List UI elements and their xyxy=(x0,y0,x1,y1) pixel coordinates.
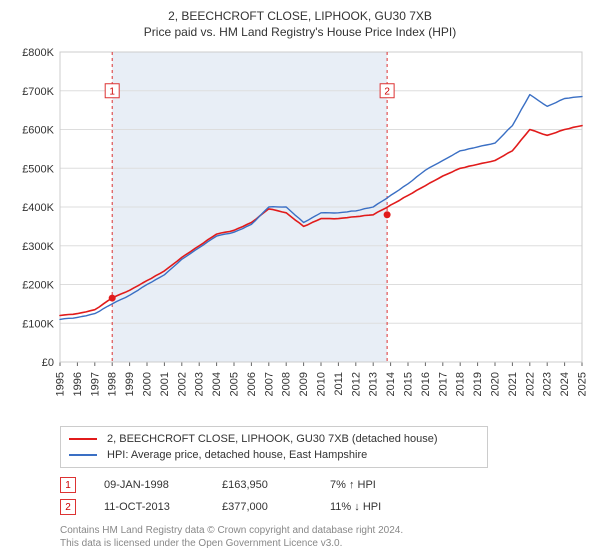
svg-text:2014: 2014 xyxy=(385,372,397,396)
chart-svg: £0 £100K £200K £300K £400K £500K £600K £700K £80… xyxy=(10,42,590,422)
svg-text:2025: 2025 xyxy=(577,372,589,396)
svg-text:2005: 2005 xyxy=(229,372,241,396)
annotation-row: 1 09-JAN-1998 £163,950 7% ↑ HPI xyxy=(60,474,590,496)
svg-text:2016: 2016 xyxy=(420,372,432,396)
arrow-down-icon: ↓ xyxy=(354,501,360,513)
annotations-table: 1 09-JAN-1998 £163,950 7% ↑ HPI 2 11-OCT… xyxy=(60,474,590,518)
svg-text:1996: 1996 xyxy=(72,372,84,396)
svg-text:2008: 2008 xyxy=(281,372,293,396)
legend-label: HPI: Average price, detached house, East… xyxy=(107,449,367,461)
svg-text:2013: 2013 xyxy=(368,372,380,396)
title-line-2: Price paid vs. HM Land Registry's House … xyxy=(10,24,590,40)
svg-text:2003: 2003 xyxy=(194,372,206,396)
svg-text:2: 2 xyxy=(384,87,390,98)
legend-row: 2, BEECHCROFT CLOSE, LIPHOOK, GU30 7XB (… xyxy=(69,431,479,447)
svg-text:2000: 2000 xyxy=(142,372,154,396)
svg-text:2004: 2004 xyxy=(211,372,223,396)
svg-text:2012: 2012 xyxy=(350,372,362,396)
svg-text:2006: 2006 xyxy=(246,372,258,396)
svg-text:1995: 1995 xyxy=(55,372,67,396)
annotation-price: £163,950 xyxy=(222,479,302,491)
svg-text:£0: £0 xyxy=(42,357,54,369)
svg-text:2024: 2024 xyxy=(559,372,571,396)
svg-text:2015: 2015 xyxy=(403,372,415,396)
svg-text:2023: 2023 xyxy=(542,372,554,396)
svg-text:1998: 1998 xyxy=(107,372,119,396)
legend: 2, BEECHCROFT CLOSE, LIPHOOK, GU30 7XB (… xyxy=(60,426,488,468)
svg-text:£100K: £100K xyxy=(22,319,54,331)
svg-text:2019: 2019 xyxy=(472,372,484,396)
chart-title-block: 2, BEECHCROFT CLOSE, LIPHOOK, GU30 7XB P… xyxy=(10,8,590,40)
svg-text:2017: 2017 xyxy=(437,372,449,396)
legend-swatch-red xyxy=(69,438,97,440)
svg-text:£500K: £500K xyxy=(22,164,54,176)
legend-swatch-blue xyxy=(69,454,97,456)
svg-text:£200K: £200K xyxy=(22,280,54,292)
arrow-up-icon: ↑ xyxy=(349,479,355,491)
footer: Contains HM Land Registry data © Crown c… xyxy=(60,524,590,550)
title-line-1: 2, BEECHCROFT CLOSE, LIPHOOK, GU30 7XB xyxy=(10,8,590,24)
svg-text:2021: 2021 xyxy=(507,372,519,396)
annotation-row: 2 11-OCT-2013 £377,000 11% ↓ HPI xyxy=(60,496,590,518)
annotation-price: £377,000 xyxy=(222,501,302,513)
svg-text:1997: 1997 xyxy=(89,372,101,396)
svg-text:2018: 2018 xyxy=(455,372,467,396)
chart: £0 £100K £200K £300K £400K £500K £600K £700K £80… xyxy=(10,42,590,422)
svg-text:£800K: £800K xyxy=(22,47,54,59)
svg-text:2001: 2001 xyxy=(159,372,171,396)
footer-line-2: This data is licensed under the Open Gov… xyxy=(60,537,590,550)
svg-text:£400K: £400K xyxy=(22,202,54,214)
svg-text:1: 1 xyxy=(109,87,115,98)
annotation-marker: 1 xyxy=(60,477,76,493)
svg-text:2002: 2002 xyxy=(176,372,188,396)
svg-text:£600K: £600K xyxy=(22,125,54,137)
svg-text:2009: 2009 xyxy=(298,372,310,396)
svg-text:2010: 2010 xyxy=(316,372,328,396)
svg-text:2020: 2020 xyxy=(490,372,502,396)
annotation-date: 09-JAN-1998 xyxy=(104,479,194,491)
svg-text:2007: 2007 xyxy=(263,372,275,396)
legend-label: 2, BEECHCROFT CLOSE, LIPHOOK, GU30 7XB (… xyxy=(107,433,438,445)
legend-row: HPI: Average price, detached house, East… xyxy=(69,447,479,463)
annotation-pct: 7% ↑ HPI xyxy=(330,479,420,491)
svg-text:2011: 2011 xyxy=(333,372,345,396)
svg-text:2022: 2022 xyxy=(524,372,536,396)
footer-line-1: Contains HM Land Registry data © Crown c… xyxy=(60,524,590,537)
annotation-marker: 2 xyxy=(60,499,76,515)
svg-text:1999: 1999 xyxy=(124,372,136,396)
svg-text:£700K: £700K xyxy=(22,86,54,98)
svg-text:£300K: £300K xyxy=(22,241,54,253)
annotation-date: 11-OCT-2013 xyxy=(104,501,194,513)
annotation-pct: 11% ↓ HPI xyxy=(330,501,420,513)
